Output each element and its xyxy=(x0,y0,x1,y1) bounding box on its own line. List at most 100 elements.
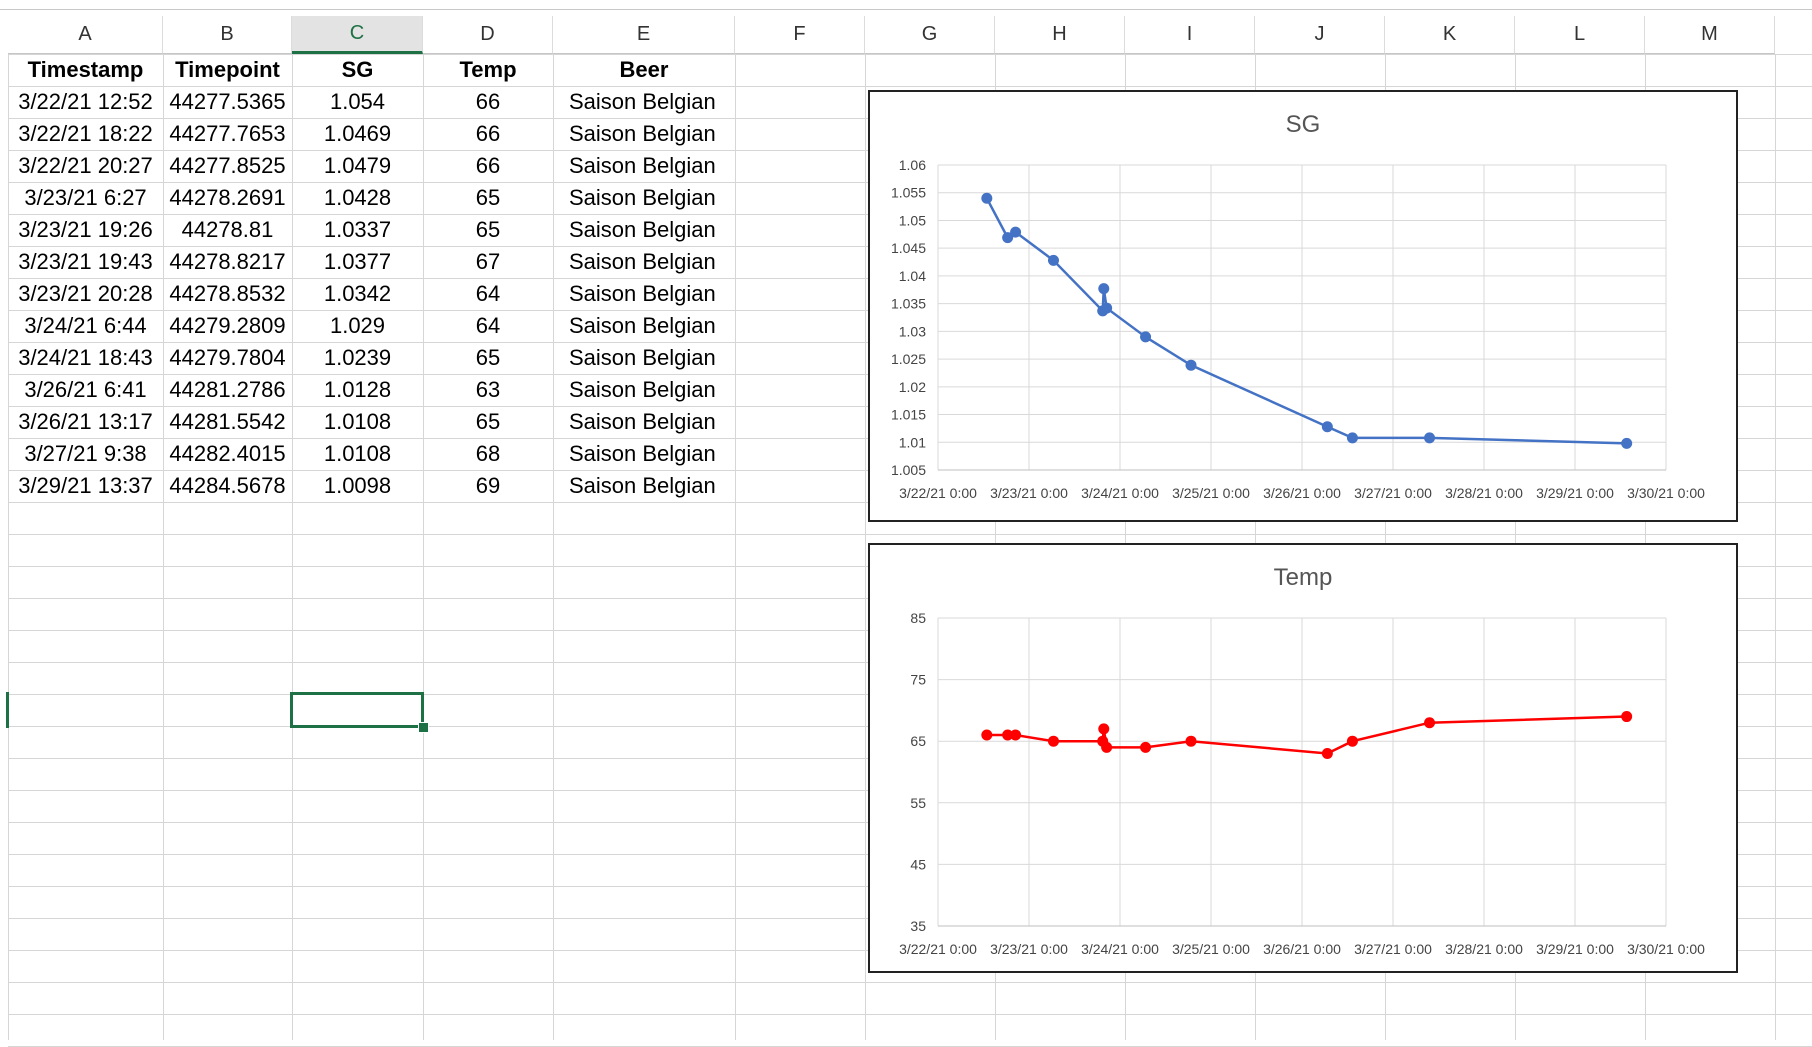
table-cell[interactable]: 1.0239 xyxy=(323,345,392,370)
table-cell[interactable]: 3/22/21 12:52 xyxy=(18,89,153,114)
table-cell[interactable]: 1.0128 xyxy=(323,377,392,402)
column-header-m[interactable]: M xyxy=(1645,16,1775,54)
header-cell-timepoint[interactable]: Timepoint xyxy=(175,57,280,82)
table-cell[interactable]: 1.0428 xyxy=(323,185,392,210)
table-cell[interactable]: Saison Belgian xyxy=(569,249,716,274)
table-cell[interactable]: 3/26/21 6:41 xyxy=(24,377,147,402)
table-cell[interactable]: 1.0108 xyxy=(323,409,392,434)
table-cell[interactable]: 66 xyxy=(475,153,501,178)
table-cell[interactable]: 3/23/21 6:27 xyxy=(24,185,147,210)
table-cell[interactable]: Saison Belgian xyxy=(569,217,716,242)
table-cell[interactable]: 44277.8525 xyxy=(169,153,286,178)
column-header-l[interactable]: L xyxy=(1515,16,1645,54)
column-header-g[interactable]: G xyxy=(865,16,995,54)
grid-column-line xyxy=(163,54,164,1040)
header-cell-beer[interactable]: Beer xyxy=(619,57,669,82)
table-cell[interactable]: 69 xyxy=(475,473,501,498)
table-cell[interactable]: 44278.8532 xyxy=(169,281,286,306)
sg-chart[interactable]: SG 1.005 1.01 1.015 1.02 1.025 1.03 1.035 1.04 1.… xyxy=(868,90,1738,522)
column-header-c[interactable]: C xyxy=(292,16,423,54)
table-cell[interactable]: 1.0469 xyxy=(323,121,392,146)
table-cell[interactable]: 1.0108 xyxy=(323,441,392,466)
table-cell[interactable]: 1.0342 xyxy=(323,281,392,306)
table-cell[interactable]: 44282.4015 xyxy=(169,441,286,466)
table-cell[interactable]: 66 xyxy=(475,89,501,114)
table-cell[interactable]: 44281.5542 xyxy=(169,409,286,434)
column-header-h[interactable]: H xyxy=(995,16,1125,54)
table-cell[interactable]: 3/27/21 9:38 xyxy=(24,441,147,466)
table-cell[interactable]: 3/23/21 19:43 xyxy=(18,249,153,274)
data-point xyxy=(1424,717,1436,729)
table-cell[interactable]: 44277.5365 xyxy=(169,89,286,114)
data-point xyxy=(1621,711,1633,723)
table-cell[interactable]: 44279.2809 xyxy=(169,313,286,338)
table-cell[interactable]: 44281.2786 xyxy=(169,377,286,402)
column-header-f[interactable]: F xyxy=(735,16,865,54)
table-cell[interactable]: 3/26/21 13:17 xyxy=(18,409,153,434)
data-point xyxy=(1621,437,1633,449)
table-cell[interactable]: 44278.81 xyxy=(181,217,274,242)
header-cell-sg[interactable]: SG xyxy=(341,57,374,82)
table-cell[interactable]: Saison Belgian xyxy=(569,409,716,434)
table-cell[interactable]: 3/23/21 19:26 xyxy=(18,217,153,242)
table-cell[interactable]: 65 xyxy=(475,217,501,242)
table-cell[interactable]: 44284.5678 xyxy=(169,473,286,498)
header-cell-temp[interactable]: Temp xyxy=(459,57,517,82)
divider xyxy=(0,9,1812,10)
table-cell[interactable]: Saison Belgian xyxy=(569,473,716,498)
column-header-e[interactable]: E xyxy=(553,16,735,54)
table-cell[interactable]: 3/22/21 18:22 xyxy=(18,121,153,146)
table-cell[interactable]: 1.029 xyxy=(329,313,386,338)
table-cell[interactable]: 1.0479 xyxy=(323,153,392,178)
table-cell[interactable]: 64 xyxy=(475,313,501,338)
table-cell[interactable]: Saison Belgian xyxy=(569,89,716,114)
table-cell[interactable]: 3/24/21 18:43 xyxy=(18,345,153,370)
fill-handle[interactable] xyxy=(418,722,429,733)
table-cell[interactable]: 65 xyxy=(475,345,501,370)
table-cell[interactable]: Saison Belgian xyxy=(569,121,716,146)
column-header-b[interactable]: B xyxy=(163,16,292,54)
table-cell[interactable]: 1.0337 xyxy=(323,217,392,242)
table-cell[interactable]: 3/22/21 20:27 xyxy=(18,153,153,178)
table-cell[interactable]: 1.0098 xyxy=(323,473,392,498)
header-cell-timestamp[interactable]: Timestamp xyxy=(27,57,144,82)
table-cell[interactable]: 63 xyxy=(475,377,501,402)
table-cell[interactable]: 68 xyxy=(475,441,501,466)
table-cell[interactable]: 66 xyxy=(475,121,501,146)
table-cell[interactable]: 3/24/21 6:44 xyxy=(24,313,147,338)
table-cell[interactable]: Saison Belgian xyxy=(569,185,716,210)
active-cell-selection[interactable] xyxy=(290,692,424,728)
table-cell[interactable]: 3/29/21 13:37 xyxy=(18,473,153,498)
table-cell[interactable]: Saison Belgian xyxy=(569,441,716,466)
x-tick-label: 3/23/21 0:00 xyxy=(990,941,1068,957)
table-cell[interactable]: 1.0377 xyxy=(323,249,392,274)
temp-chart[interactable]: Temp 35 45 55 65 75 85 3/22/21 0:00 3/23/21 0:00… xyxy=(868,543,1738,973)
series-line xyxy=(985,197,1627,445)
table-cell[interactable]: 65 xyxy=(475,409,501,434)
grid-column-line xyxy=(423,54,424,1040)
y-tick-label: 75 xyxy=(910,672,926,688)
y-tick-label: 85 xyxy=(910,610,926,626)
data-point xyxy=(1346,735,1358,747)
column-header-i[interactable]: I xyxy=(1125,16,1255,54)
table-cell[interactable]: Saison Belgian xyxy=(569,281,716,306)
column-header-j[interactable]: J xyxy=(1255,16,1385,54)
table-cell[interactable]: Saison Belgian xyxy=(569,313,716,338)
table-cell[interactable]: 65 xyxy=(475,185,501,210)
table-cell[interactable]: Saison Belgian xyxy=(569,345,716,370)
table-cell[interactable]: 44277.7653 xyxy=(169,121,286,146)
table-cell[interactable]: Saison Belgian xyxy=(569,153,716,178)
column-header-d[interactable]: D xyxy=(423,16,553,54)
table-cell[interactable]: 44278.8217 xyxy=(169,249,286,274)
table-cell[interactable]: 67 xyxy=(475,249,501,274)
column-header-a[interactable]: A xyxy=(8,16,163,54)
table-cell[interactable]: 64 xyxy=(475,281,501,306)
table-cell[interactable]: 1.054 xyxy=(329,89,386,114)
table-cell[interactable]: Saison Belgian xyxy=(569,377,716,402)
data-point xyxy=(1321,748,1333,760)
table-cell[interactable]: 44278.2691 xyxy=(169,185,286,210)
table-cell[interactable]: 3/23/21 20:28 xyxy=(18,281,153,306)
column-header-k[interactable]: K xyxy=(1385,16,1515,54)
table-cell[interactable]: 44279.7804 xyxy=(169,345,286,370)
